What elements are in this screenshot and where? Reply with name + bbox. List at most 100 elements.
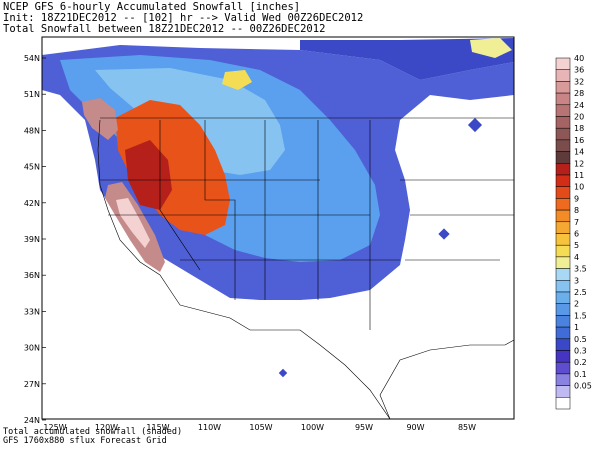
legend-label: 2.5 [574, 288, 587, 297]
lon-label: 100W [301, 423, 324, 432]
legend-swatch [555, 174, 571, 187]
legend-label: 0.05 [574, 382, 592, 391]
snow-yellow-patch [222, 70, 252, 90]
lat-label: 45N [24, 163, 40, 172]
snow-speck [278, 368, 288, 378]
legend-swatch [555, 361, 571, 375]
lat-label: 51N [24, 90, 40, 99]
lon-label: 120W [95, 423, 118, 432]
legend-label: 8 [574, 206, 579, 215]
legend-swatch [555, 92, 571, 106]
legend-swatch [555, 350, 571, 363]
legend-swatch [555, 385, 571, 398]
legend-label: 16 [574, 136, 584, 145]
footer-model-grid: GFS 1760x880 sflux Forecast Grid [3, 436, 167, 446]
legend-swatch [555, 139, 571, 152]
legend-label: 3.5 [574, 265, 587, 274]
init-valid-line: Init: 18Z21DEC2012 -- [102] hr --> Valid… [3, 12, 364, 24]
legend-label: 12 [574, 159, 584, 168]
snow-extreme-sierra-core [116, 198, 150, 248]
legend-label: 0.5 [574, 335, 587, 344]
legend-swatch [555, 163, 571, 176]
longitude-labels: 125W 120W 115W 110W 105W 100W 95W 90W 85W [43, 423, 476, 432]
legend-swatch [555, 326, 571, 340]
legend-label: 40 [574, 54, 584, 63]
lat-label: 48N [24, 126, 40, 135]
legend-swatch [555, 315, 571, 328]
legend-label: 0.2 [574, 358, 587, 367]
snow-coverage-north [300, 38, 514, 80]
legend-swatch [555, 151, 571, 164]
lat-label: 30N [24, 344, 40, 353]
legend-swatch [555, 116, 571, 129]
legend-swatch [555, 303, 571, 316]
lat-label: 54N [24, 54, 40, 63]
legend-label: 0.3 [574, 347, 587, 356]
mexico-border [179, 304, 391, 419]
legend-label: 6 [574, 230, 579, 239]
legend-label: 32 [574, 77, 584, 86]
legend-label: 3 [574, 276, 579, 285]
lat-label: 39N [24, 235, 40, 244]
legend-label: 4 [574, 253, 579, 262]
legend-label: 0.1 [574, 370, 587, 379]
legend-label: 20 [574, 113, 584, 122]
lon-label: 110W [198, 423, 221, 432]
gulf-coast [379, 339, 514, 419]
legend-swatch [555, 186, 571, 199]
map-frame [41, 36, 515, 420]
legend-swatch [555, 256, 571, 269]
legend-label: 2 [574, 300, 579, 309]
legend-swatch [555, 221, 571, 234]
lon-label: 125W [43, 423, 66, 432]
legend-swatch [555, 268, 571, 281]
snow-speck [438, 228, 450, 240]
legend-label: 9 [574, 194, 579, 203]
legend-swatch [555, 127, 571, 141]
legend-label: 7 [574, 218, 579, 227]
snow-heavy [115, 100, 230, 235]
lat-label: 42N [24, 199, 40, 208]
legend-label: 24 [574, 101, 584, 110]
lon-label: 95W [355, 423, 373, 432]
lon-label: 105W [249, 423, 272, 432]
legend-swatch [555, 373, 571, 386]
legend-label: 11 [574, 171, 584, 180]
legend-label: 36 [574, 66, 584, 75]
legend-swatch [555, 198, 571, 211]
legend-swatch [555, 104, 571, 117]
legend-swatch [555, 280, 571, 293]
legend-swatch [555, 81, 571, 94]
legend-swatch-none [555, 397, 571, 410]
lat-label: 33N [24, 307, 40, 316]
legend-swatch [555, 233, 571, 246]
legend-label: 18 [574, 124, 584, 133]
lon-label: 115W [146, 423, 169, 432]
lat-label: 24N [24, 416, 40, 425]
snow-extreme-cascades [82, 98, 118, 140]
legend-label: 28 [574, 89, 584, 98]
lon-label: 85W [458, 423, 476, 432]
legend-swatch [555, 57, 571, 70]
legend-label: 1 [574, 323, 579, 332]
snowfall-shading [42, 38, 514, 378]
legend-labels: 40 36 32 28 24 20 18 16 14 12 11 10 9 8 7 6 5 4 3.5 3 2.5 2 1.… [574, 54, 592, 391]
boundaries [97, 117, 514, 419]
lat-label: 27N [24, 380, 40, 389]
latitude-labels: 54N 51N 48N 45N 42N 39N 36N 33N 30N 27N 24N [24, 54, 46, 425]
snow-yellow-patch-2 [470, 38, 512, 58]
accumulation-period-line: Total Snowfall between 18Z21DEC2012 -- 0… [3, 23, 326, 35]
snow-speck [467, 117, 483, 133]
legend-label: 1.5 [574, 311, 587, 320]
legend-label: 5 [574, 241, 579, 250]
legend-label: 14 [574, 148, 584, 157]
legend-swatch [555, 69, 571, 82]
legend-swatch [555, 209, 571, 223]
footer-shading-note: Total accumulated snowfall (shaded) [3, 427, 183, 437]
lon-label: 90W [406, 423, 424, 432]
west-coast [97, 119, 181, 306]
lat-label: 36N [24, 271, 40, 280]
map-title: NCEP GFS 6-hourly Accumulated Snowfall [… [3, 1, 301, 13]
